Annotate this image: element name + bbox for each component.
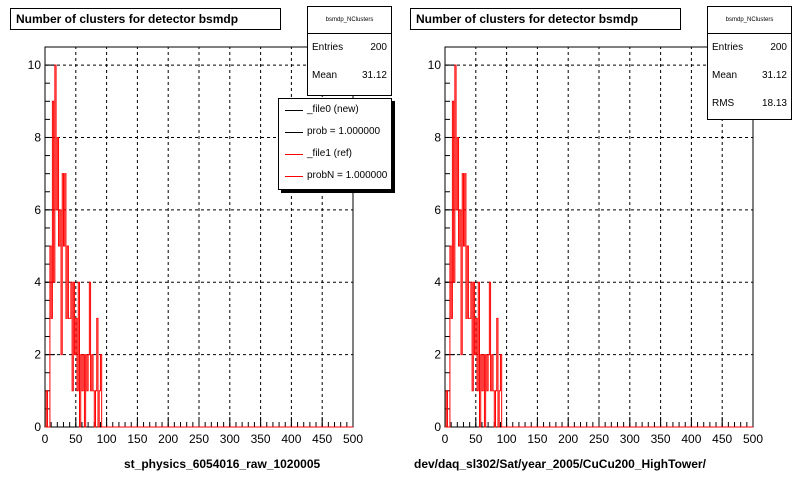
left-x-tick-label: 400 — [281, 432, 301, 446]
right-x-axis-label: dev/daq_sl302/Sat/year_2005/CuCu200_High… — [414, 457, 706, 471]
right-x-tick-label: 50 — [469, 432, 483, 446]
left-stats-box: bsmdp_NClusters Entries 200 Mean 31.12 — [307, 6, 392, 96]
right-stats-box: bsmdp_NClusters Entries 200 Mean 31.12 RMS… — [707, 6, 792, 120]
left-histogram-series — [45, 64, 353, 428]
left-x-tick-label: 0 — [42, 432, 49, 446]
right-stats-row-entries: Entries 200 — [712, 42, 787, 53]
right-x-tick-label: 250 — [589, 432, 609, 446]
right-x-tick-label: 450 — [712, 432, 732, 446]
left-x-tick-label: 250 — [189, 432, 209, 446]
left-y-tick-label: 8 — [34, 130, 41, 144]
left-x-tick-label: 350 — [251, 432, 271, 446]
left-x-tick-label: 100 — [97, 432, 117, 446]
left-plot-title: Number of clusters for detector bsmdp — [10, 8, 281, 30]
right-y-tick-label: 0 — [434, 420, 441, 434]
left-x-tick-label: 150 — [127, 432, 147, 446]
left-y-tick-label: 2 — [34, 348, 41, 362]
right-histogram-series — [445, 64, 753, 428]
right-x-tick-label: 350 — [651, 432, 671, 446]
right-x-tick-label: 100 — [497, 432, 517, 446]
legend-entry-file1: _file1 (ref) — [279, 143, 391, 165]
left-x-tick-label: 200 — [158, 432, 178, 446]
right-x-tick-label: 0 — [442, 432, 449, 446]
right-x-tick-label: 150 — [527, 432, 547, 446]
legend-entry-prob: prob = 1.000000 — [279, 121, 391, 143]
left-y-tick-label: 6 — [34, 203, 41, 217]
right-x-tick-label: 300 — [620, 432, 640, 446]
left-x-tick-label: 450 — [312, 432, 332, 446]
legend-entry-file0: _file0 (new) — [279, 99, 391, 121]
right-y-tick-label: 10 — [428, 58, 442, 72]
right-stats-row-mean: Mean 31.12 — [712, 70, 787, 81]
right-y-tick-label: 6 — [434, 203, 441, 217]
left-y-tick-label: 10 — [28, 58, 42, 72]
left-x-tick-label: 50 — [69, 432, 83, 446]
right-stats-name: bsmdp_NClusters — [708, 7, 791, 34]
right-y-tick-label: 8 — [434, 130, 441, 144]
right-y-tick-label: 4 — [434, 275, 441, 289]
right-x-tick-label: 500 — [743, 432, 763, 446]
left-stats-row-mean: Mean 31.12 — [312, 70, 387, 81]
left-y-tick-label: 4 — [34, 275, 41, 289]
left-legend: _file0 (new) prob = 1.000000 _file1 (ref… — [278, 98, 392, 190]
left-stats-name: bsmdp_NClusters — [308, 7, 391, 34]
left-x-tick-label: 300 — [220, 432, 240, 446]
right-x-tick-label: 200 — [558, 432, 578, 446]
right-stats-row-rms: RMS 18.13 — [712, 98, 787, 109]
left-y-tick-label: 0 — [34, 420, 41, 434]
right-x-tick-label: 400 — [681, 432, 701, 446]
right-plot-title: Number of clusters for detector bsmdp — [410, 8, 681, 30]
left-x-axis-label: st_physics_6054016_raw_1020005 — [124, 457, 321, 471]
right-y-tick-label: 2 — [434, 348, 441, 362]
legend-entry-probn: probN = 1.000000 — [279, 165, 391, 187]
left-x-tick-label: 500 — [343, 432, 363, 446]
left-stats-row-entries: Entries 200 — [312, 42, 387, 53]
